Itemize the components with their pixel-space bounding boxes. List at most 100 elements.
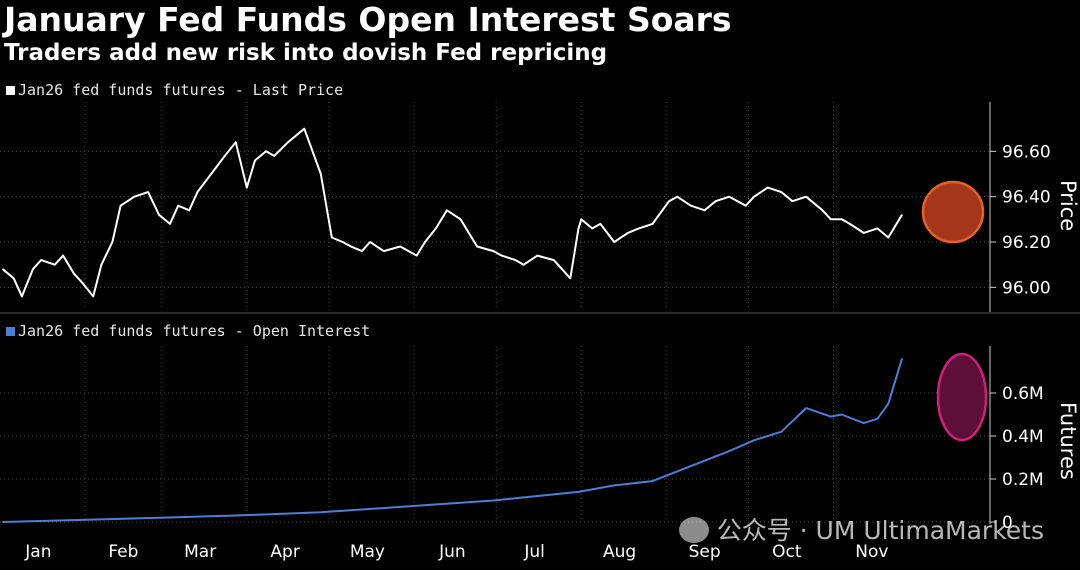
price-data-point [580, 218, 582, 220]
price-data-point [169, 223, 171, 225]
price-data-point [383, 250, 385, 252]
x-tick-label: Mar [184, 542, 216, 562]
price-data-point [767, 187, 769, 189]
price-data-point [92, 295, 94, 297]
x-tick-label: Nov [855, 542, 888, 562]
oi-data-point [753, 439, 755, 441]
price-data-point [553, 259, 555, 261]
oi-data-point [830, 416, 832, 418]
price-data-point [435, 227, 437, 229]
oi-ytick-label: 0 [1002, 513, 1013, 533]
oi-data-point [320, 511, 322, 513]
price-ytick-label: 96.40 [1002, 188, 1051, 208]
price-data-point [13, 277, 15, 279]
oi-legend-swatch [6, 327, 15, 336]
oi-data-point [577, 491, 580, 493]
oi-data-point [235, 514, 237, 517]
oi-data-point [651, 480, 654, 482]
price-ytick-label: 96.00 [1002, 278, 1051, 298]
price-data-point [830, 218, 832, 220]
price-data-point [651, 223, 654, 225]
price-legend-label: Jan26 fed funds futures - Last Price [18, 81, 344, 99]
oi-ytick-label: 0.4M [1002, 427, 1044, 447]
price-data-point [147, 191, 149, 193]
price-data-point [320, 173, 322, 175]
price-ytick-label: 96.60 [1002, 142, 1051, 162]
oi-data-point [399, 506, 401, 508]
price-data-point [21, 295, 23, 297]
price-data-point [246, 187, 248, 189]
price-data-point [514, 259, 517, 261]
oi-data-point [863, 422, 865, 424]
price-data-point [254, 159, 256, 161]
x-tick-label: Jan [24, 542, 51, 562]
price-data-point [627, 232, 629, 234]
x-tick-label: Sep [689, 542, 721, 562]
price-data-point [303, 128, 305, 130]
price-ytick-label: 96.20 [1002, 233, 1051, 253]
oi-legend-label: Jan26 fed funds futures - Open Interest [18, 322, 371, 340]
x-tick-label: May [350, 542, 385, 562]
watermark: 公众号 · UM UltimaMarkets [678, 511, 1044, 547]
price-data-point [638, 227, 640, 229]
x-tick-label: Jun [438, 542, 466, 562]
price-data-point [342, 241, 344, 243]
x-tick-label: Apr [270, 542, 299, 562]
oi-highlight-ellipse [936, 352, 988, 442]
price-legend-swatch [6, 86, 15, 95]
price-data-point [676, 196, 678, 198]
oi-data-point [2, 521, 4, 523]
oi-data-point [158, 517, 160, 519]
price-data-point [111, 241, 114, 243]
price-data-point [501, 255, 503, 257]
price-highlight-circle [921, 180, 985, 244]
price-data-point [821, 209, 824, 211]
x-tick-label: Feb [108, 542, 138, 562]
oi-data-point [492, 499, 495, 502]
oi-data-point [81, 519, 83, 521]
price-data-point [577, 227, 580, 229]
price-data-point [753, 196, 755, 198]
oi-ytick-label: 0.2M [1002, 470, 1044, 490]
chart-subtitle: Traders add new risk into dovish Fed rep… [4, 40, 608, 66]
price-series-line [2, 127, 903, 298]
oi-data-point [901, 358, 903, 360]
price-data-point [235, 141, 237, 143]
price-data-point [40, 259, 42, 261]
price-data-point [901, 214, 903, 216]
price-data-point [196, 191, 199, 193]
x-tick-label: Aug [603, 542, 636, 562]
price-data-point [73, 273, 75, 275]
price-data-point [133, 196, 135, 198]
oi-data-point [613, 484, 615, 487]
price-legend: Jan26 fed funds futures - Last Price [6, 81, 343, 99]
price-data-point [399, 245, 401, 248]
price-data-point [460, 218, 462, 220]
price-data-point [690, 205, 692, 207]
price-data-point [224, 155, 226, 157]
price-data-point [81, 282, 83, 284]
price-data-point [476, 245, 478, 248]
price-data-point [188, 209, 190, 211]
price-data-point [265, 150, 267, 152]
price-data-point [331, 236, 333, 239]
oi-series-line [2, 358, 903, 523]
price-data-point [158, 214, 160, 216]
price-data-point [715, 200, 717, 202]
chart-title: January Fed Funds Open Interest Soars [4, 0, 732, 39]
price-data-point [569, 277, 571, 279]
price-data-point [613, 241, 615, 243]
price-data-point [2, 268, 4, 270]
oi-data-point [876, 418, 878, 420]
price-data-point [876, 227, 878, 229]
x-tick-label: Jul [523, 542, 545, 562]
oi-data-point [841, 413, 843, 416]
price-data-point [887, 236, 889, 239]
price-data-point [849, 223, 851, 225]
price-data-point [780, 191, 783, 193]
price-data-point [492, 250, 495, 252]
oi-data-point [887, 403, 889, 405]
price-data-point [805, 196, 807, 198]
price-data-point [791, 200, 793, 202]
